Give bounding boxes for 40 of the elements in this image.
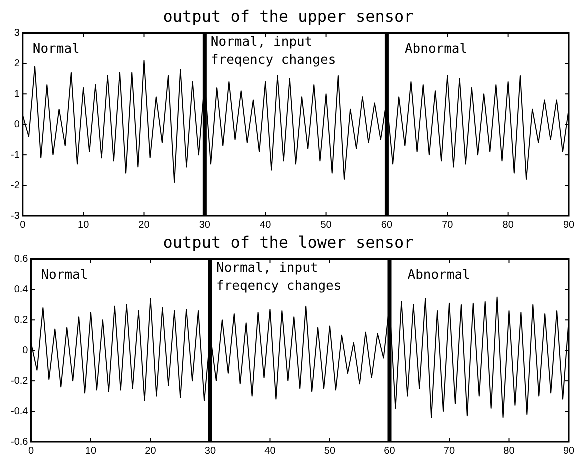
x-tick-label: 80: [502, 220, 514, 231]
x-tick-label: 30: [204, 446, 216, 457]
y-tick-label: 0.2: [14, 314, 29, 326]
annotation: Normal, input freqency changes: [216, 261, 342, 294]
y-tick-label: -1: [10, 150, 20, 161]
y-tick-label: -0.2: [10, 376, 29, 387]
x-tick-label: 40: [264, 446, 276, 457]
y-tick-label: 0: [14, 119, 20, 130]
annotation: Normal: [41, 268, 88, 284]
annotation: Normal: [32, 42, 80, 58]
y-tick-label: 0: [22, 345, 29, 356]
y-tick-label: 2: [14, 58, 20, 70]
y-tick-label: 0.6: [14, 254, 29, 265]
x-tick-label: 70: [442, 220, 454, 231]
x-tick-label: 70: [444, 446, 456, 457]
y-tick-label: -0.6: [10, 436, 29, 448]
x-tick-label: 10: [85, 446, 97, 457]
x-tick-label: 90: [563, 446, 575, 457]
x-tick-label: 20: [138, 220, 150, 231]
x-tick-label: 20: [145, 446, 157, 457]
y-tick-label: -3: [10, 210, 20, 222]
x-tick-label: 60: [381, 220, 393, 231]
y-tick-label: -2: [10, 180, 20, 192]
y-tick-label: 3: [14, 28, 20, 39]
y-tick-label: 1: [14, 88, 20, 100]
x-tick-label: 60: [384, 446, 396, 457]
x-tick-label: 50: [320, 220, 332, 231]
x-tick-label: 80: [504, 446, 516, 457]
x-tick-label: 30: [199, 220, 211, 231]
chart-title: output of the lower sensor: [163, 232, 414, 252]
y-tick-label: 0.4: [14, 284, 29, 296]
x-tick-label: 40: [260, 220, 272, 231]
annotation: Abnormal: [404, 42, 468, 58]
chart-title: output of the upper sensor: [163, 6, 414, 26]
y-tick-label: -0.4: [10, 406, 29, 418]
x-tick-label: 50: [324, 446, 336, 457]
x-tick-label: 90: [563, 220, 575, 231]
annotation: Normal, input freqency changes: [210, 35, 336, 68]
annotation: Abnormal: [408, 268, 470, 284]
x-tick-label: 10: [78, 220, 90, 231]
